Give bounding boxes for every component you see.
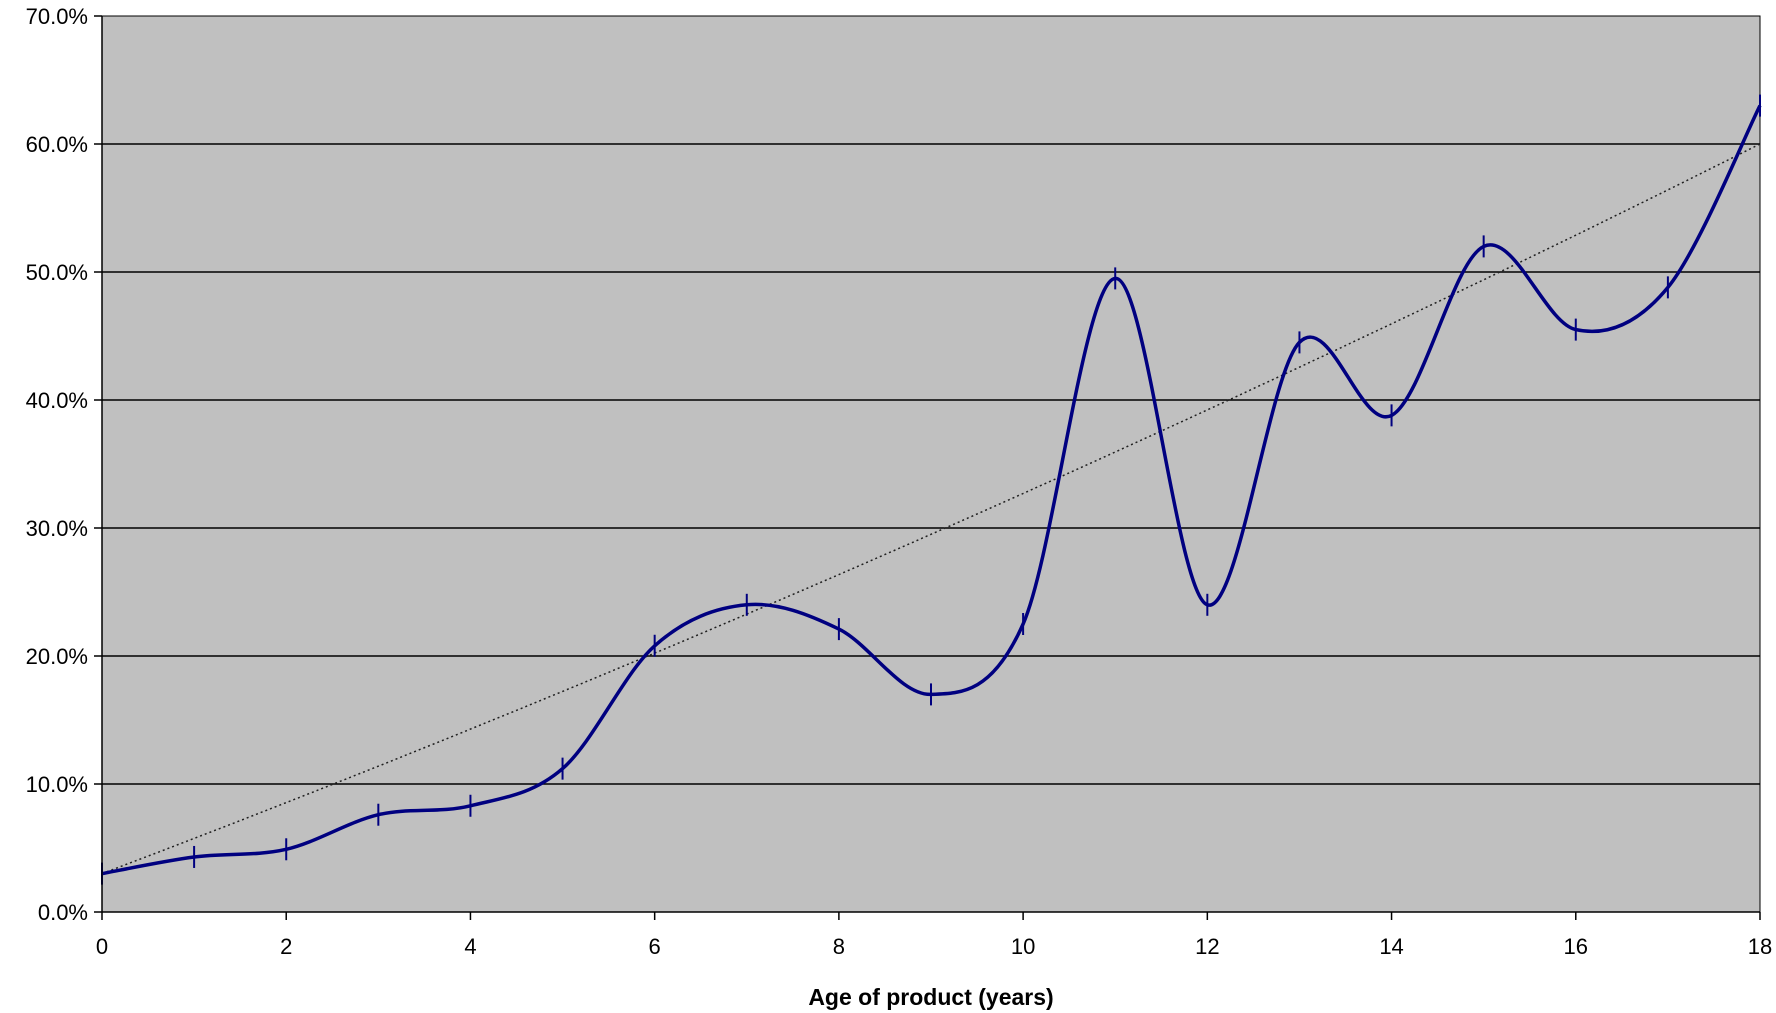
y-tick-label: 50.0% bbox=[26, 260, 88, 285]
y-tick-label: 0.0% bbox=[38, 900, 88, 925]
x-axis-title: Age of product (years) bbox=[808, 984, 1053, 1010]
x-tick-label: 8 bbox=[833, 934, 845, 959]
x-tick-label: 10 bbox=[1011, 934, 1035, 959]
x-tick-label: 2 bbox=[280, 934, 292, 959]
x-tick-label: 0 bbox=[96, 934, 108, 959]
y-tick-label: 60.0% bbox=[26, 132, 88, 157]
x-tick-label: 12 bbox=[1195, 934, 1219, 959]
y-tick-label: 10.0% bbox=[26, 772, 88, 797]
trendline bbox=[101, 143, 1761, 875]
y-tick-label: 70.0% bbox=[26, 4, 88, 29]
axes bbox=[94, 15, 1761, 920]
x-tick-label: 6 bbox=[649, 934, 661, 959]
x-tick-label: 18 bbox=[1748, 934, 1772, 959]
x-tick-label: 16 bbox=[1564, 934, 1588, 959]
x-tick-label: 4 bbox=[464, 934, 476, 959]
x-tick-label: 14 bbox=[1379, 934, 1403, 959]
y-tick-label: 30.0% bbox=[26, 516, 88, 541]
trendline-layer bbox=[101, 143, 1761, 875]
plot-area bbox=[101, 15, 1761, 913]
y-tick-label: 20.0% bbox=[26, 644, 88, 669]
y-tick-labels: 0.0% 10.0% 20.0% 30.0% 40.0% 50.0% 60.0% 70.0% bbox=[26, 4, 88, 925]
y-tick-label: 40.0% bbox=[26, 388, 88, 413]
gridlines bbox=[102, 143, 1760, 785]
x-tick-labels: 0 2 4 6 8 10 12 14 16 18 bbox=[96, 934, 1772, 959]
